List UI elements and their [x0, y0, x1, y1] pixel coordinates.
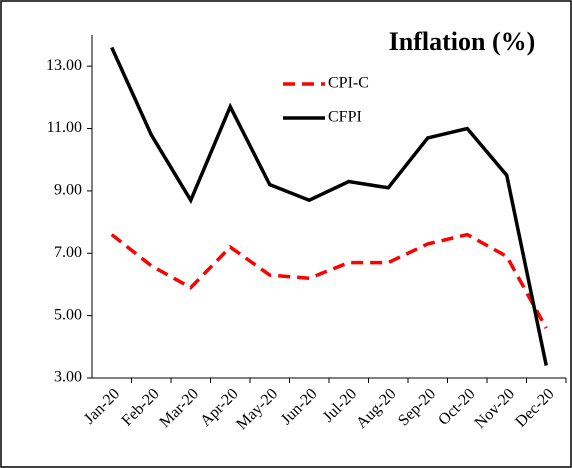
y-tick-label: 11.00 — [47, 119, 82, 136]
x-tick-label: Nov-20 — [472, 385, 519, 432]
y-tick-label: 7.00 — [54, 244, 82, 261]
x-tick-label: Oct-20 — [435, 385, 478, 428]
x-tick-label: Mar-20 — [156, 385, 202, 431]
series-line — [110, 232, 548, 329]
x-tick-label: Feb-20 — [119, 385, 163, 429]
legend-label: CPI-C — [328, 75, 369, 92]
series-line — [110, 46, 548, 366]
y-tick-label: 3.00 — [54, 369, 82, 386]
y-tick-label: 13.00 — [46, 57, 82, 74]
y-tick-label: 9.00 — [54, 182, 82, 199]
x-tick-label: May-20 — [233, 385, 281, 433]
x-tick-label: Jan-20 — [81, 385, 123, 427]
y-tick-label: 5.00 — [54, 306, 82, 323]
x-tick-label: Sep-20 — [395, 385, 439, 429]
x-tick-label: Aug-20 — [353, 385, 400, 432]
x-tick-label: Jun-20 — [278, 385, 321, 428]
chart-title: Inflation (%) — [389, 27, 536, 56]
x-tick-label: Dec-20 — [512, 385, 557, 430]
legend-label: CFPI — [328, 109, 362, 126]
